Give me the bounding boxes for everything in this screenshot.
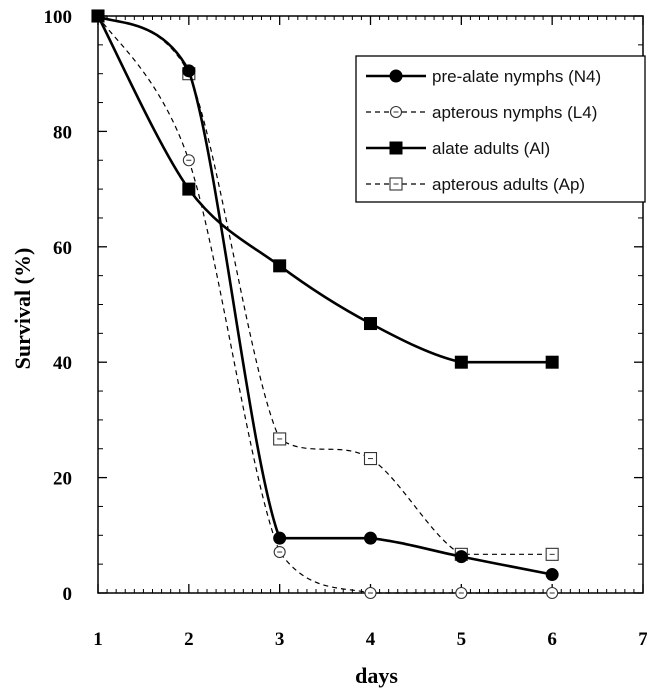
data-point [545,568,559,582]
data-point [545,355,559,369]
data-point [182,154,195,167]
data-point [91,9,105,23]
data-point [273,545,286,559]
series-layer [91,9,559,600]
data-point [364,317,377,331]
x-tick-label: 4 [366,629,376,650]
x-tick-label: 1 [93,629,103,650]
data-point [363,452,378,466]
legend-label: apterous adults (Ap) [432,175,585,194]
legend-item: apterous adults (Ap) [366,175,585,194]
x-tick-label: 7 [638,629,647,650]
data-point [364,586,377,600]
legend-marker [389,69,403,83]
data-point [273,432,287,446]
y-tick-label: 80 [53,122,72,143]
data-point [364,531,377,545]
legend-label: alate adults (Al) [432,139,550,158]
data-point [182,64,196,78]
legend-marker [389,105,403,119]
legend: pre-alate nymphs (N4) apterous nymphs (L4… [355,55,646,203]
x-axis-label: days [355,663,398,688]
y-axis-label: Survival (%) [10,248,35,370]
y-tick-label: 20 [53,469,72,490]
legend-item: pre-alate nymphs (N4) [366,67,601,86]
data-point [454,355,468,369]
y-tick-label: 100 [44,7,73,28]
legend-box [355,55,646,203]
data-point [455,586,468,600]
data-point [182,182,196,196]
legend-marker [389,141,403,155]
y-tick-label: 40 [53,353,72,374]
data-point [454,550,468,564]
legend-item: alate adults (Al) [366,139,550,158]
x-tick-label: 3 [275,629,285,650]
legend-label: apterous nymphs (L4) [432,103,597,122]
series-3 [91,9,559,369]
x-tick-label: 6 [547,629,557,650]
data-point [273,259,287,273]
legend-item: apterous nymphs (L4) [366,103,597,122]
legend-marker [389,177,403,191]
data-point [546,586,559,600]
legend-label: pre-alate nymphs (N4) [432,67,601,86]
data-point [545,547,559,561]
y-tick-label: 60 [53,238,72,259]
x-tick-label: 2 [184,629,194,650]
data-point [273,531,287,545]
y-tick-label: 0 [63,584,73,605]
x-tick-label: 5 [457,629,467,650]
